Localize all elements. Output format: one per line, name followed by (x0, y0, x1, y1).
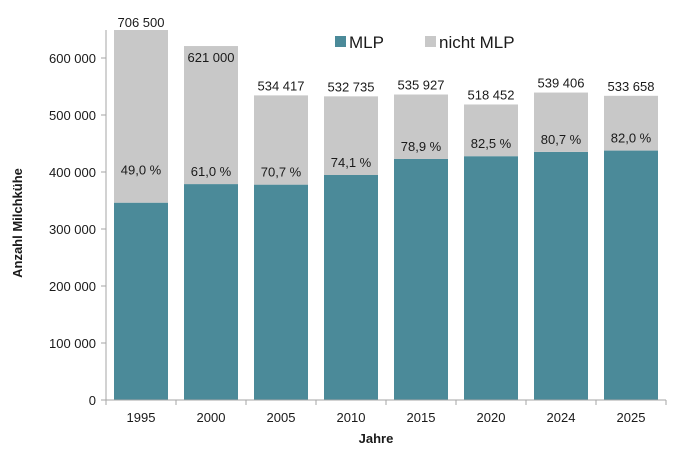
share-label: 78,9 % (401, 139, 442, 154)
bar-mlp (324, 174, 378, 400)
y-tick-label: 200 000 (49, 279, 96, 294)
bar-nicht-mlp (464, 104, 518, 157)
y-tick-label: 300 000 (49, 222, 96, 237)
bar-mlp (394, 158, 448, 400)
share-label: 82,0 % (611, 131, 652, 146)
bars-layer (114, 30, 658, 400)
y-tick-label: 100 000 (49, 336, 96, 351)
total-label: 533 658 (608, 79, 655, 94)
bar-mlp (114, 202, 168, 400)
legend-swatch-mlp (335, 36, 346, 47)
bar-mlp (254, 184, 308, 400)
share-label: 70,7 % (261, 165, 302, 180)
bar-nicht-mlp (324, 96, 378, 175)
x-axis-title: Jahre (359, 431, 394, 446)
x-tick-label: 2005 (267, 410, 296, 425)
share-label: 80,7 % (541, 132, 582, 147)
data-labels: 706 500 49,0 % 621 000 61,0 % 534 417 70,7 % 5… (118, 15, 655, 180)
total-label: 621 000 (188, 50, 235, 65)
bar-mlp (534, 151, 588, 400)
total-label: 706 500 (118, 15, 165, 30)
legend: MLP nicht MLP (335, 33, 515, 52)
bar-mlp (604, 150, 658, 400)
bar-mlp (464, 156, 518, 400)
y-ticks: 0 100 000 200 000 300 000 400 000 500 000 600 … (49, 51, 106, 408)
share-label: 82,5 % (471, 136, 512, 151)
x-tick-label: 2025 (617, 410, 646, 425)
share-label: 61,0 % (191, 164, 232, 179)
x-ticks: 1995 2000 2005 2010 2015 2020 2024 2025 (105, 400, 667, 425)
x-tick-label: 2024 (547, 410, 576, 425)
bar-nicht-mlp (254, 95, 308, 185)
total-label: 534 417 (258, 78, 305, 93)
x-tick-label: 2000 (197, 410, 226, 425)
y-tick-label: 600 000 (49, 51, 96, 66)
total-label: 535 927 (398, 78, 445, 93)
bar-nicht-mlp (534, 92, 588, 152)
bar-nicht-mlp (394, 94, 448, 159)
y-tick-label: 400 000 (49, 165, 96, 180)
bar-mlp (184, 184, 238, 400)
total-label: 518 452 (468, 87, 515, 102)
legend-swatch-nicht-mlp (425, 36, 436, 47)
bar-nicht-mlp (604, 95, 658, 151)
y-tick-label: 0 (89, 393, 96, 408)
bar-nicht-mlp (114, 30, 168, 203)
x-tick-label: 2010 (337, 410, 366, 425)
x-tick-label: 2020 (477, 410, 506, 425)
share-label: 49,0 % (121, 163, 162, 178)
share-label: 74,1 % (331, 155, 372, 170)
x-tick-label: 1995 (127, 410, 156, 425)
legend-label-nicht-mlp: nicht MLP (439, 33, 515, 52)
total-label: 539 406 (538, 76, 585, 91)
x-tick-label: 2015 (407, 410, 436, 425)
y-tick-label: 500 000 (49, 108, 96, 123)
y-axis-title: Anzahl Milchkühe (10, 168, 25, 278)
total-label: 532 735 (328, 79, 375, 94)
legend-label-mlp: MLP (349, 33, 384, 52)
bar-nicht-mlp (184, 46, 238, 185)
